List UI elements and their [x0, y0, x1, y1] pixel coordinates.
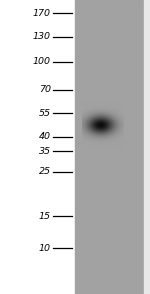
Bar — [0, 0, 75, 294]
Text: 25: 25 — [39, 168, 51, 176]
Text: 170: 170 — [33, 9, 51, 18]
Text: 70: 70 — [39, 85, 51, 94]
Text: 40: 40 — [39, 132, 51, 141]
Text: 15: 15 — [39, 212, 51, 220]
Bar — [75, 0, 150, 294]
Text: 35: 35 — [39, 147, 51, 156]
Text: 55: 55 — [39, 109, 51, 118]
Bar — [144, 0, 150, 294]
Text: 130: 130 — [33, 32, 51, 41]
Text: 10: 10 — [39, 244, 51, 253]
Text: 100: 100 — [33, 57, 51, 66]
